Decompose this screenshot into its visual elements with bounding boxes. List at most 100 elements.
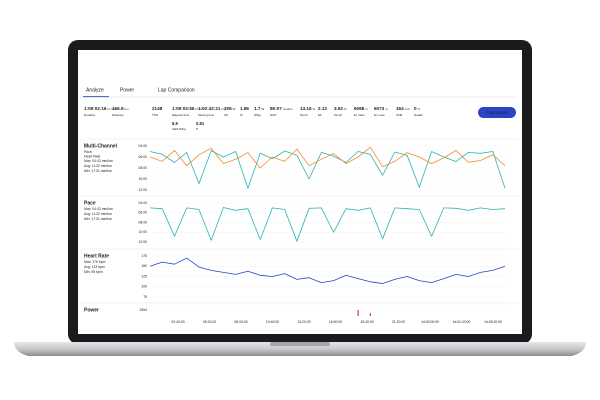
tab[interactable]: Lap Comparison (158, 87, 195, 93)
stat-value: 6.9 (172, 121, 178, 126)
customize-button[interactable] (478, 107, 516, 118)
x-tick-label: 13:20:00 (297, 320, 310, 324)
y-tick-label: 06:00 (139, 211, 148, 215)
tab-underline (83, 96, 109, 98)
y-tick-label: 04:00 (139, 201, 148, 205)
stat-unit: hr:m:s (107, 107, 116, 111)
series-line (149, 146, 506, 169)
x-tick-label: 21:20:00 (392, 320, 405, 324)
stat-label: Deads (414, 113, 423, 117)
summary-line: Avg: 11:32 min/km (84, 164, 112, 168)
stat-value: 86:57 (270, 106, 282, 111)
stat-unit: m (365, 107, 368, 111)
y-tick-label: 08:00 (139, 220, 148, 224)
series-line (149, 257, 506, 284)
summary-line: Max: 176 bpm (84, 260, 106, 264)
stat-label: AP (224, 113, 228, 117)
stat-label: IF (240, 113, 243, 117)
y-tick-label: 3394 (139, 308, 147, 312)
tab[interactable]: Power (120, 87, 135, 93)
stat-unit: min/km (283, 107, 293, 111)
stat-label: TSS (152, 113, 158, 117)
y-tick-label: 06:00 (139, 155, 148, 159)
stat-label: P (196, 127, 198, 131)
y-tick-label: 175 (141, 254, 147, 258)
stat-unit: m/h (405, 107, 410, 111)
x-tick-label: 1d:00:00:00 (421, 320, 439, 324)
y-tick-label: 08:00 (139, 166, 148, 170)
stat-label: Duration (84, 113, 96, 117)
stat-unit: W (261, 107, 264, 111)
stat-value: 1.86 (240, 106, 249, 111)
stat-unit: % (344, 107, 347, 111)
stat-label: El. Loss (374, 113, 385, 117)
stat-value: 1.7 (254, 106, 261, 111)
y-tick-label: 12:00 (139, 188, 148, 192)
stat-value: 0 (414, 106, 417, 111)
summary-line: Avg: 123 bpm (84, 265, 105, 269)
stat-value: 6073 (374, 106, 385, 111)
stat-unit: km (125, 107, 130, 111)
panel-title: Pace (84, 200, 96, 206)
stat-value: 3.62 (334, 106, 343, 111)
stat-value: 275 (224, 106, 232, 111)
stat-unit: W (233, 107, 236, 111)
app: Analyze Power Lap Comparison 1:09:02:16 hr:m… (80, 87, 518, 324)
stat-value: 2.13 (318, 106, 327, 111)
summary-line: Min: 95 bpm (84, 270, 103, 274)
stat-value: 6068 (354, 106, 365, 111)
stat-unit: % (313, 107, 316, 111)
legend-entry: Pace (84, 150, 92, 154)
x-tick-label: 1d:05:20:00 (484, 320, 502, 324)
x-tick-label: 18:40:00 (360, 320, 373, 324)
customize-label[interactable]: Customize (486, 110, 508, 115)
laptop-base (14, 342, 586, 356)
x-tick-label: 10:40:00 (266, 320, 279, 324)
series-line (149, 207, 506, 242)
stat-label: Pw:Hr (334, 113, 342, 117)
tab[interactable]: Analyze (86, 87, 104, 93)
y-tick-label: 125 (141, 274, 147, 278)
summary-line: Avg: 11:32 min/km (84, 212, 112, 216)
x-tick-label: 16:00:00 (329, 320, 342, 324)
stat-value: 1:09:02:16 (84, 106, 107, 111)
notch (270, 342, 330, 346)
stat-value: 14.16 (300, 106, 312, 111)
stat-value: 2148 (152, 106, 163, 111)
panel-title: Power (84, 307, 99, 313)
y-tick-label: 10:00 (139, 177, 148, 181)
stat-unit: % (418, 107, 421, 111)
stat-label: Distance (112, 113, 124, 117)
series-line (149, 150, 506, 189)
stat-label: Pa:Hr (300, 113, 308, 117)
x-tick-label: 02:40:00 (171, 320, 184, 324)
screen (78, 50, 522, 334)
stat-value: 1:02:42:21 (198, 106, 221, 111)
stat-value: 0.81 (196, 121, 205, 126)
summary-line: Min: 17:31 min/km (84, 169, 112, 173)
y-tick-label: 150 (141, 264, 147, 268)
stat-label: Moving time (198, 113, 215, 117)
stat-label: VAM (396, 113, 403, 117)
summary-line: Min: 17:31 min/km (84, 217, 112, 221)
y-tick-label: 75 (143, 295, 147, 299)
stat-label: NGP (270, 113, 277, 117)
stat-label: VaM W/kg (172, 127, 186, 131)
summary-line: Max: 04:43 min/km (84, 159, 113, 163)
stat-label: Elapsed time (172, 113, 190, 117)
stat-label: W/kg (254, 113, 261, 117)
stat-value: 164 (396, 106, 404, 111)
stat-label: EF (318, 113, 322, 117)
panel-title: Multi-Channel (84, 143, 118, 149)
y-tick-label: 12:00 (139, 240, 148, 244)
bar (357, 310, 359, 316)
y-tick-label: 10:00 (139, 230, 148, 234)
bar (369, 313, 371, 316)
stat-value: 166.9 (112, 106, 124, 111)
stat-label: El. Gain (354, 113, 365, 117)
y-tick-label: 04:00 (139, 144, 148, 148)
stat-unit: m (385, 107, 388, 111)
x-tick-label: 1d:02:40:00 (453, 320, 471, 324)
